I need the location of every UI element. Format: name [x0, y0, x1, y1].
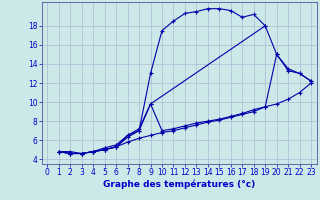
- X-axis label: Graphe des températures (°c): Graphe des températures (°c): [103, 180, 255, 189]
